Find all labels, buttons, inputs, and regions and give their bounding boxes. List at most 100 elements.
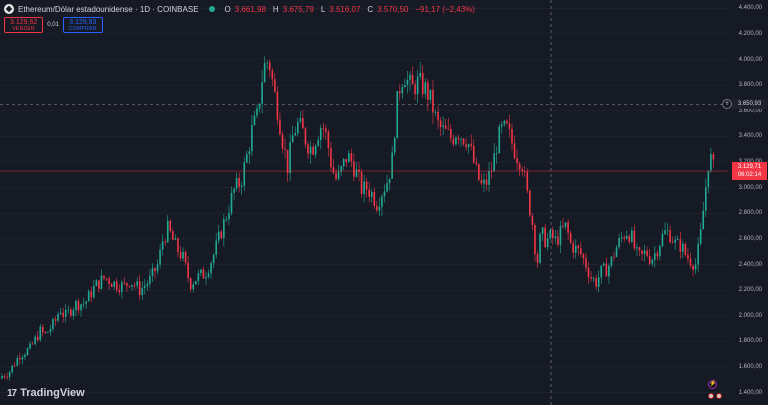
candle-body [52, 319, 54, 330]
candle-body [674, 239, 676, 243]
plus-circle-icon[interactable]: + [722, 99, 732, 110]
candle-body [240, 185, 243, 187]
candle-body [251, 124, 253, 152]
price-tick-label: 3.600,00 [738, 107, 762, 114]
candle-body [179, 251, 182, 259]
candle-body [128, 285, 131, 287]
candle-body [307, 144, 309, 154]
candle-body [220, 231, 223, 239]
candle-body [279, 119, 281, 135]
candle-body [534, 225, 536, 255]
candle-body [437, 111, 439, 121]
candle-body [536, 254, 539, 263]
tradingview-brand[interactable]: 17 TradingView [7, 387, 85, 399]
candle-body [358, 169, 360, 172]
sell-button[interactable]: 3.129,62 VENDER [4, 17, 44, 33]
candle-body [271, 70, 274, 80]
buy-price: 3.129,83 [69, 18, 97, 26]
candle-body [485, 179, 488, 185]
candle-body [562, 226, 564, 228]
candle-body [246, 154, 248, 163]
low-value: 3.516,07 [329, 4, 361, 14]
candle-body [161, 241, 164, 250]
candle-body [11, 365, 13, 372]
candle-body [281, 134, 284, 149]
price-tick-label: 4.000,00 [738, 56, 762, 63]
candle-body [103, 275, 105, 279]
candle-body [156, 264, 159, 272]
candle-body [228, 213, 230, 220]
candle-body [411, 74, 414, 85]
candle-body [689, 258, 692, 266]
candle-body [348, 153, 350, 163]
candle-body [434, 111, 437, 113]
trade-buttons: 3.129,62 VENDER 0,01 3.129,83 COMPRAR [4, 17, 103, 33]
lightning-icon[interactable]: ⚡ [708, 380, 717, 389]
candle-body [337, 171, 340, 179]
candle-body [67, 309, 70, 311]
candle-body [600, 265, 603, 278]
candle-body [424, 82, 427, 95]
candle-body [552, 230, 554, 239]
candle-body [325, 128, 327, 132]
candle-body [322, 128, 325, 129]
candle-body [470, 144, 472, 146]
candle-body [707, 170, 710, 188]
candle-body [207, 273, 210, 278]
candle-body [490, 171, 493, 172]
candle-body [697, 243, 699, 265]
chart-legend: ◆ Ethereum/Dólar estadounidense · 1D · C… [4, 3, 478, 15]
candle-body [49, 329, 52, 332]
candle-body [77, 300, 80, 311]
candle-body [177, 238, 179, 252]
candle-body [42, 326, 44, 333]
candle-body [671, 242, 674, 244]
candle-body [166, 220, 169, 242]
candle-body [585, 258, 587, 268]
candles [1, 56, 715, 381]
buy-button[interactable]: 3.129,83 COMPRAR [62, 17, 103, 33]
candle-body [574, 245, 577, 253]
candle-body [414, 84, 416, 95]
candle-body [233, 188, 235, 194]
candle-body [419, 72, 421, 77]
candle-body [712, 154, 715, 160]
candle-body [580, 248, 582, 255]
candle-body [564, 222, 567, 227]
candle-body [373, 192, 376, 206]
candle-body [544, 227, 546, 248]
candle-body [189, 278, 192, 290]
candle-body [72, 310, 75, 316]
market-status-icon[interactable] [208, 6, 215, 12]
candle-body [495, 153, 498, 154]
candle-body [342, 158, 345, 167]
candle-body [368, 189, 370, 197]
candle-body [669, 230, 671, 243]
candle-body [330, 148, 332, 168]
candle-body [376, 205, 378, 211]
candle-body [442, 125, 444, 127]
candle-body [421, 72, 424, 95]
candle-body [223, 219, 225, 239]
candle-body [378, 206, 381, 211]
close-key: C [367, 4, 374, 14]
candle-body [383, 191, 386, 197]
candle-body [263, 63, 266, 83]
candle-body [455, 137, 457, 145]
candle-body [682, 243, 684, 252]
candle-body [340, 166, 342, 172]
candle-body [503, 120, 506, 125]
candle-body [151, 267, 154, 276]
candle-body [381, 196, 383, 207]
candle-body [93, 286, 95, 298]
candle-body [217, 231, 220, 241]
candle-body [113, 281, 115, 287]
candle-body [676, 239, 679, 240]
candle-body [488, 171, 490, 185]
tradingview-logo-icon: 17 [7, 387, 17, 399]
us-flag-icon[interactable] [708, 393, 722, 399]
last-price-value: 3.129,71 [737, 164, 762, 171]
symbol-title[interactable]: Ethereum/Dólar estadounidense · 1D · COI… [18, 4, 199, 14]
candle-body [225, 219, 228, 220]
